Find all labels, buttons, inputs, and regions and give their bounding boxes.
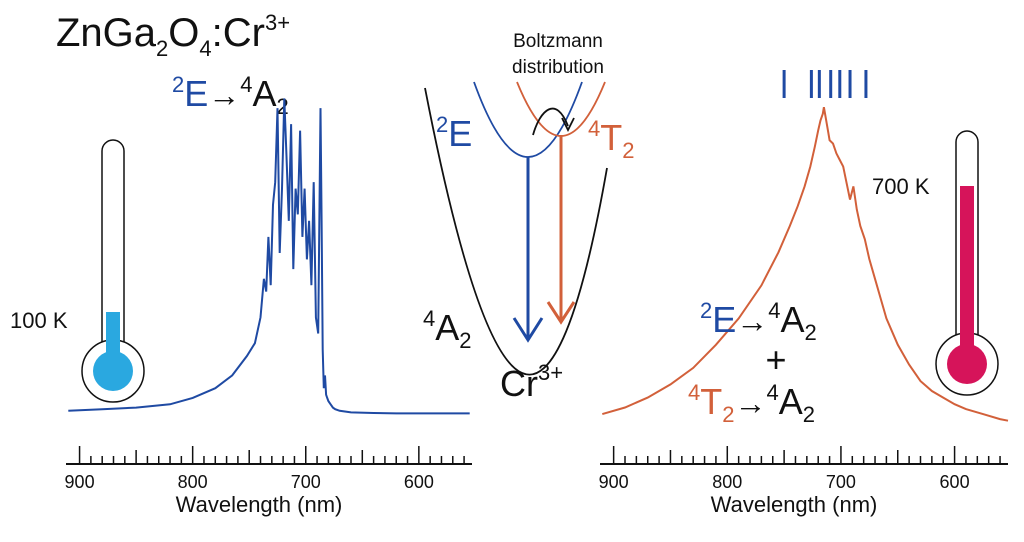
x-tick-label: 700: [826, 472, 856, 492]
right-transition-4T2-label: 4T2→4A2: [688, 380, 815, 427]
left-transition-label: 2E→4A2: [172, 72, 289, 119]
x-tick-label: 800: [178, 472, 208, 492]
x-tick-label: 900: [65, 472, 95, 492]
x-tick-label: 900: [599, 472, 629, 492]
boltzmann-label-line2: distribution: [512, 57, 604, 78]
diagram-cr3-label: Cr3+: [500, 360, 563, 404]
x-axis-title-right: Wavelength (nm): [711, 492, 878, 517]
boltzmann-curved-arrow-icon: [532, 107, 569, 136]
ground-state-4A2-curve: [424, 87, 608, 376]
temperature-high-label: 700 K: [872, 174, 930, 199]
spectrum-700k-chart: 900 800 700 600 Wavelength (nm): [599, 70, 1009, 517]
material-title: ZnGa2O4:Cr3+: [56, 10, 290, 61]
thermometer-cold-icon: [81, 139, 145, 403]
x-tick-label: 700: [291, 472, 321, 492]
spectrum-100k-chart: 900 800 700 600 Wavelength (nm): [65, 98, 472, 517]
x-axis-title-left: Wavelength (nm): [176, 492, 343, 517]
right-transition-2E-label: 2E→4A2: [700, 298, 817, 345]
x-ticks-left: 900 800 700 600: [65, 446, 465, 492]
diagram-2E-label: 2E: [436, 112, 472, 154]
x-tick-label: 600: [940, 472, 970, 492]
energy-level-diagram: [424, 81, 608, 376]
diagram-4T2-label: 4T2: [588, 116, 635, 163]
plus-sign: +: [765, 339, 786, 380]
zero-phonon-marker-lines: [782, 70, 868, 98]
diagram-4A2-label: 4A2: [423, 306, 472, 353]
x-ticks-right: 900 800 700 600: [599, 446, 1001, 492]
x-tick-label: 800: [712, 472, 742, 492]
temperature-low-label: 100 K: [10, 308, 68, 333]
spectrum-700k-series: [602, 107, 1009, 422]
boltzmann-label-line1: Boltzmann: [513, 31, 603, 52]
thermometer-hot-icon: [935, 130, 999, 396]
spectrum-100k-series: [68, 98, 470, 415]
x-tick-label: 600: [404, 472, 434, 492]
